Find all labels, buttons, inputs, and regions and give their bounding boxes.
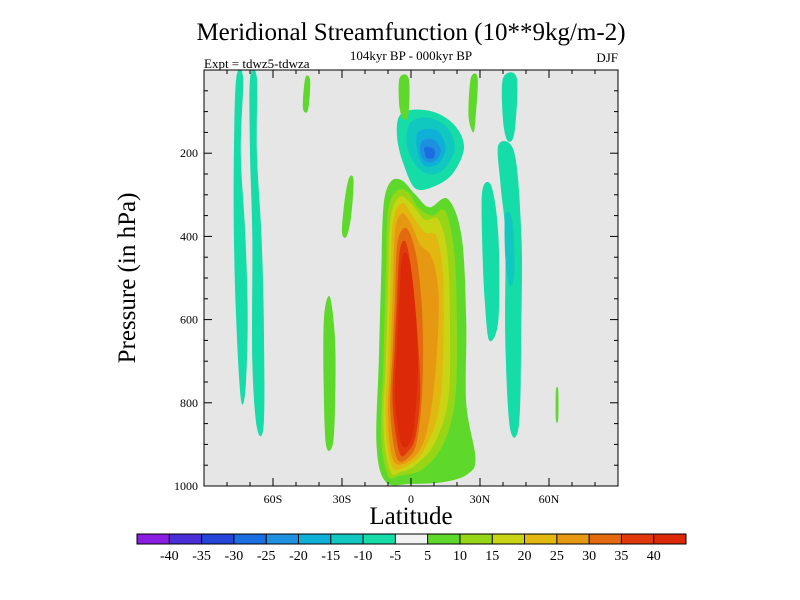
y-tick-label: 200 (180, 146, 198, 160)
colorbar-swatch (201, 534, 235, 544)
x-tick-label: 30N (470, 492, 491, 506)
y-axis: 200 400 600 800 1000 (174, 69, 618, 493)
colorbar-label: -10 (354, 549, 373, 564)
colorbar-label: -5 (390, 549, 402, 564)
contour-region-southern-positive-band (341, 175, 354, 238)
experiment-note: Expt = tdwz5-tdwza (204, 56, 310, 71)
colorbar: -40 -35 -30 -25 -20 -15 -10 -5 5 10 15 20 25 30 35 40 (136, 533, 687, 564)
contour-region-northern-negative-band (497, 140, 523, 438)
contour-region-northern-negative-band (481, 181, 500, 342)
contour-region-tropical-positive-band (398, 74, 410, 121)
contour-region-southern-negative-band (233, 70, 248, 405)
colorbar-swatch (169, 534, 202, 544)
colorbar-label: 5 (424, 549, 431, 564)
contour-region-northern-positive-band (468, 73, 478, 133)
contour-region-southern-positive-band (323, 296, 336, 451)
colorbar-swatch (395, 534, 428, 544)
colorbar-label: -30 (225, 549, 244, 564)
y-tick-label: 600 (180, 313, 198, 327)
colorbar-label: -40 (160, 549, 179, 564)
colorbar-label: -15 (321, 549, 340, 564)
colorbar-swatch (298, 534, 332, 544)
colorbar-swatch (266, 534, 299, 544)
x-tick-label: 0 (408, 492, 414, 506)
contour-region-northern-negative-band (504, 211, 515, 287)
x-tick-label: 60N (539, 492, 560, 506)
colorbar-swatch (589, 534, 622, 544)
colorbar-label: 10 (453, 549, 467, 564)
colorbar-swatch (330, 534, 364, 544)
colorbar-frame (136, 533, 687, 545)
colorbar-label: 35 (614, 549, 628, 564)
x-axis: 60S 30S 0 30N 60N (203, 70, 619, 506)
colorbar-swatch (233, 534, 267, 544)
x-tick-label: 30S (333, 492, 352, 506)
colorbar-swatch (524, 534, 558, 544)
colorbar-label: 20 (518, 549, 532, 564)
contour-layer (233, 70, 559, 486)
colorbar-swatch (137, 534, 170, 544)
colorbar-swatch (459, 534, 493, 544)
colorbar-swatch (363, 534, 396, 544)
plot-area (203, 69, 619, 487)
colorbar-swatch (621, 534, 654, 544)
chart-title: Meridional Streamfunction (10**9kg/m-2) (196, 19, 625, 46)
colorbar-label: 25 (550, 549, 564, 564)
colorbar-swatch (492, 534, 525, 544)
contour-region-central-positive-cell (394, 252, 418, 448)
contour-region-southern-positive-band (302, 75, 311, 113)
y-tick-label: 1000 (174, 479, 198, 493)
colorbar-swatch (427, 534, 461, 544)
chart-subtitle: 104kyr BP - 000kyr BP (350, 48, 472, 63)
contour-region-northern-positive-band (555, 386, 559, 424)
contour-region-northern-negative-band (501, 72, 518, 142)
colorbar-label: 15 (485, 549, 499, 564)
x-tick-label: 60S (264, 492, 283, 506)
colorbar-label: -20 (289, 549, 308, 564)
season-note: DJF (596, 50, 618, 65)
y-tick-label: 800 (180, 396, 198, 410)
y-tick-label: 400 (180, 229, 198, 243)
colorbar-label: -25 (257, 549, 276, 564)
colorbar-label: 30 (582, 549, 596, 564)
colorbar-swatch (653, 534, 687, 544)
contour-region-upper-negative-cell (424, 146, 435, 159)
colorbar-label: -35 (192, 549, 211, 564)
x-axis-label: Latitude (369, 503, 452, 530)
colorbar-label: 40 (647, 549, 661, 564)
colorbar-swatch (556, 534, 590, 544)
contour-region-southern-negative-band (249, 70, 265, 437)
y-axis-label: Pressure (in hPa) (114, 193, 141, 364)
